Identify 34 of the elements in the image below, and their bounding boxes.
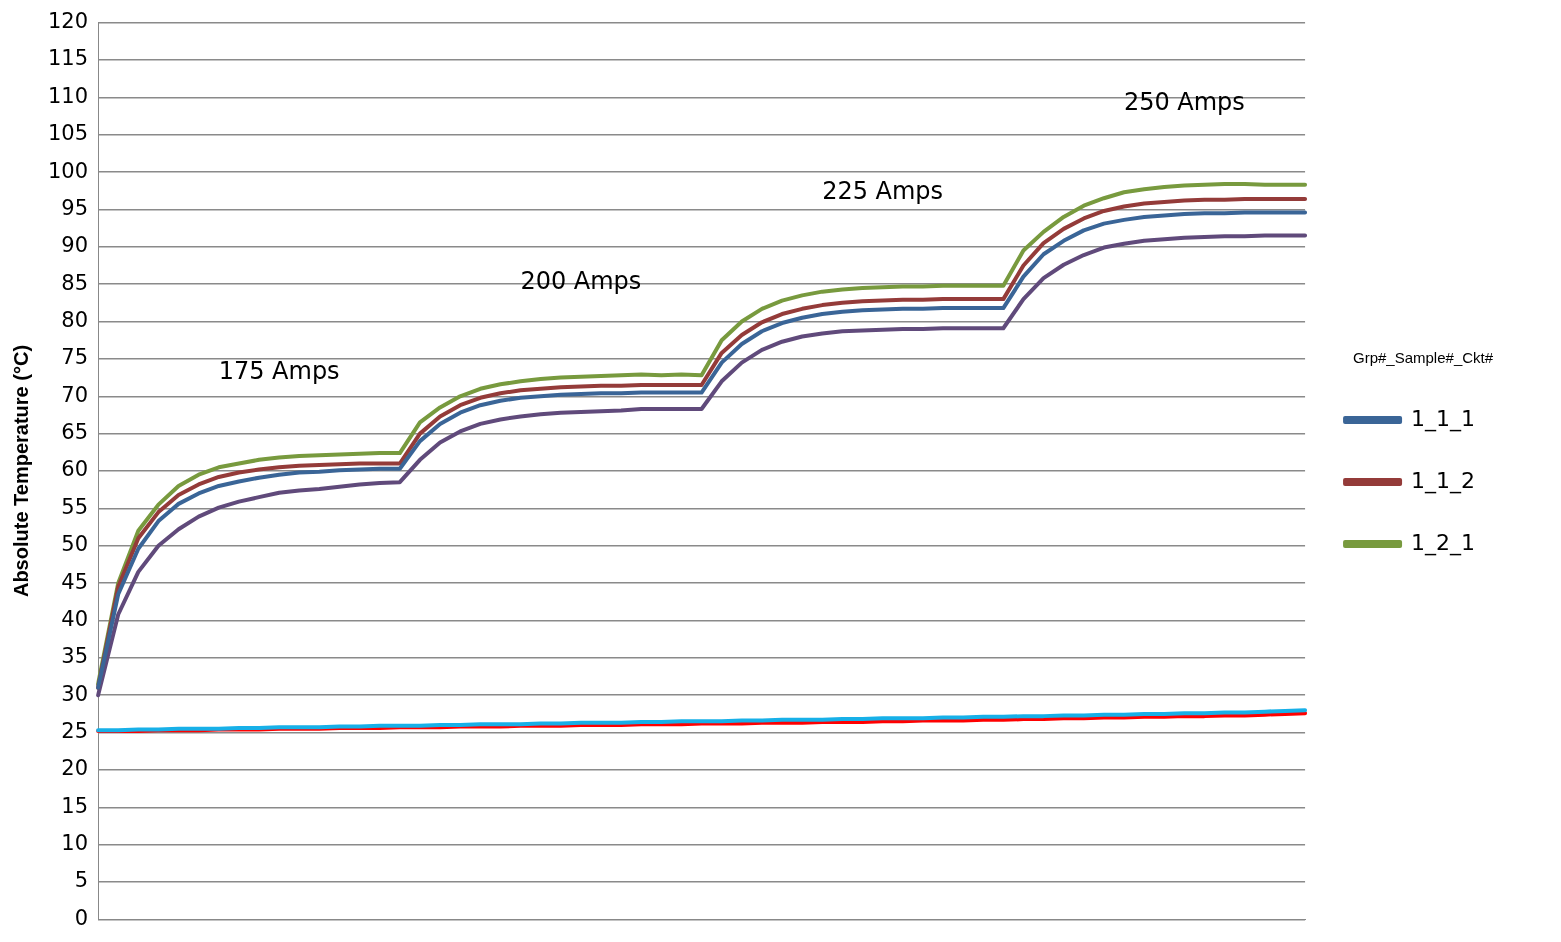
y-tick-label: 110 bbox=[47, 83, 89, 108]
legend-title: Grp#_Sample#_Ckt# bbox=[1352, 348, 1494, 366]
y-tick-label: 20 bbox=[61, 756, 89, 781]
y-tick-label: 50 bbox=[61, 532, 89, 557]
y-axis-title: Absolute Temperature (°C) bbox=[9, 344, 32, 598]
y-tick-label: 85 bbox=[61, 270, 89, 295]
y-tick-label: 65 bbox=[61, 420, 89, 445]
annotation: 175 Amps bbox=[218, 356, 340, 385]
y-tick-label: 30 bbox=[61, 681, 89, 706]
y-tick-label: 35 bbox=[61, 644, 89, 669]
annotation: 250 Amps bbox=[1123, 87, 1245, 116]
y-tick-label: 100 bbox=[47, 158, 89, 183]
y-tick-label: 115 bbox=[47, 46, 89, 71]
y-tick-label: 55 bbox=[61, 494, 89, 519]
y-tick-label: 120 bbox=[47, 9, 89, 34]
y-tick-label: 95 bbox=[61, 195, 89, 220]
y-tick-label: 40 bbox=[61, 606, 89, 631]
y-tick-label: 25 bbox=[61, 719, 89, 744]
legend-label: 1_1_2 bbox=[1411, 467, 1531, 494]
annotation: 225 Amps bbox=[822, 177, 944, 206]
legend-label: 1_2_1 bbox=[1411, 529, 1531, 556]
y-tick-label: 90 bbox=[61, 233, 89, 258]
y-tick-label: 60 bbox=[61, 457, 89, 482]
y-tick-label: 105 bbox=[47, 121, 89, 146]
y-tick-label: 45 bbox=[61, 569, 89, 594]
legend-label: 1_1_1 bbox=[1411, 405, 1531, 432]
y-tick-label: 15 bbox=[61, 793, 89, 818]
y-tick-label: 10 bbox=[61, 831, 89, 856]
y-tick-label: 5 bbox=[74, 868, 89, 893]
y-tick-label: 0 bbox=[74, 905, 89, 930]
y-tick-label: 80 bbox=[61, 307, 89, 332]
annotation: 200 Amps bbox=[520, 266, 642, 295]
y-tick-label: 70 bbox=[61, 382, 89, 407]
y-tick-label: 75 bbox=[61, 345, 89, 370]
